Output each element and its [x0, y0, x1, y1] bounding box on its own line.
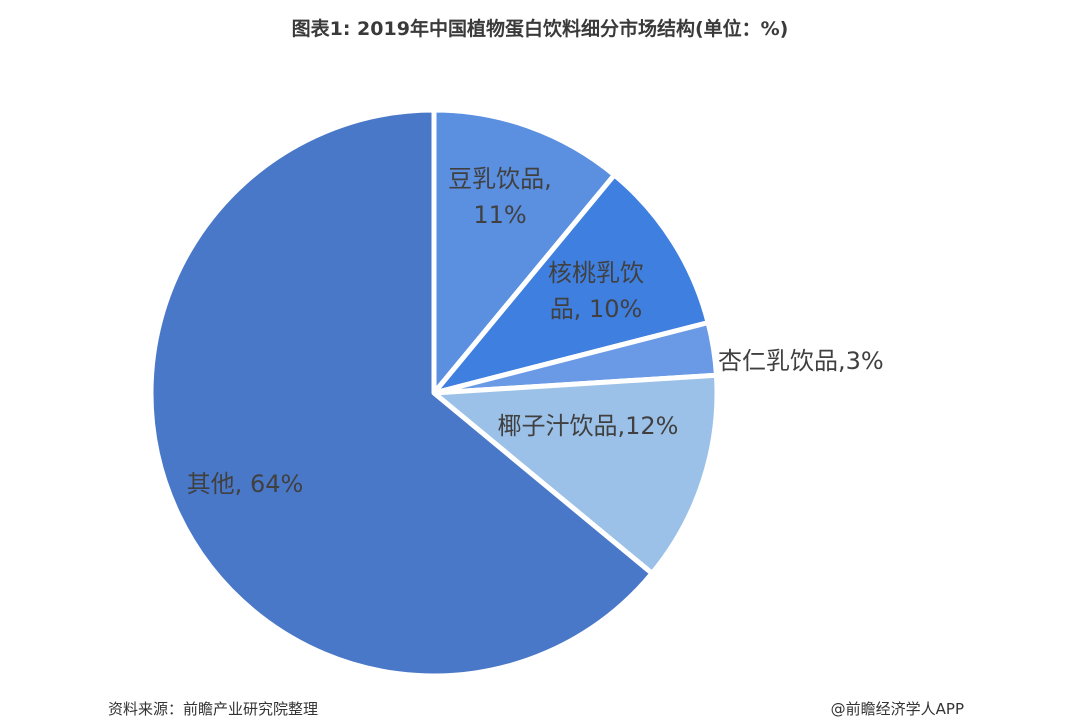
source-note: 资料来源：前瞻产业研究院整理 — [108, 700, 319, 718]
slice-label-2-line-1: 核桃乳饮 — [548, 259, 644, 287]
slice-label-1-line-1: 豆乳饮品, — [448, 165, 552, 193]
chart-title: 图表1: 2019年中国植物蛋白饮料细分市场结构(单位：%) — [291, 18, 789, 40]
slice-label-2-line-2: 品, 10% — [550, 295, 643, 323]
pie-slice-1 — [431, 107, 617, 396]
slice-label-3: 杏仁乳饮品,3% — [718, 347, 884, 375]
slice-label-4: 椰子汁饮品,12% — [498, 412, 679, 440]
slice-label-5: 其他, 64% — [187, 470, 304, 498]
credit-note: @前瞻经济学人APP — [830, 700, 964, 718]
pie-slice-4 — [431, 372, 720, 576]
pie-slices — [148, 107, 720, 679]
slice-label-1-line-2: 11% — [473, 201, 526, 229]
pie-slice-5 — [148, 107, 655, 679]
